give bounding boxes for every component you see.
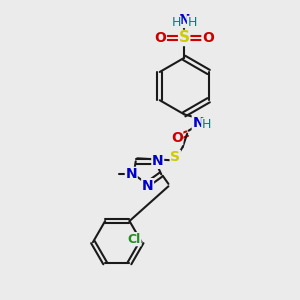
Text: O: O <box>171 130 183 145</box>
Text: O: O <box>202 31 214 45</box>
Text: H: H <box>202 118 211 131</box>
Text: H: H <box>188 16 197 29</box>
Text: O: O <box>154 31 166 45</box>
Text: N: N <box>125 167 137 182</box>
Text: H: H <box>172 16 181 29</box>
Text: N: N <box>192 116 204 130</box>
Text: N: N <box>152 154 164 168</box>
Text: S: S <box>179 30 190 45</box>
Text: Cl: Cl <box>128 233 141 246</box>
Text: N: N <box>178 14 190 27</box>
Text: N: N <box>142 179 153 193</box>
Text: S: S <box>170 150 180 164</box>
